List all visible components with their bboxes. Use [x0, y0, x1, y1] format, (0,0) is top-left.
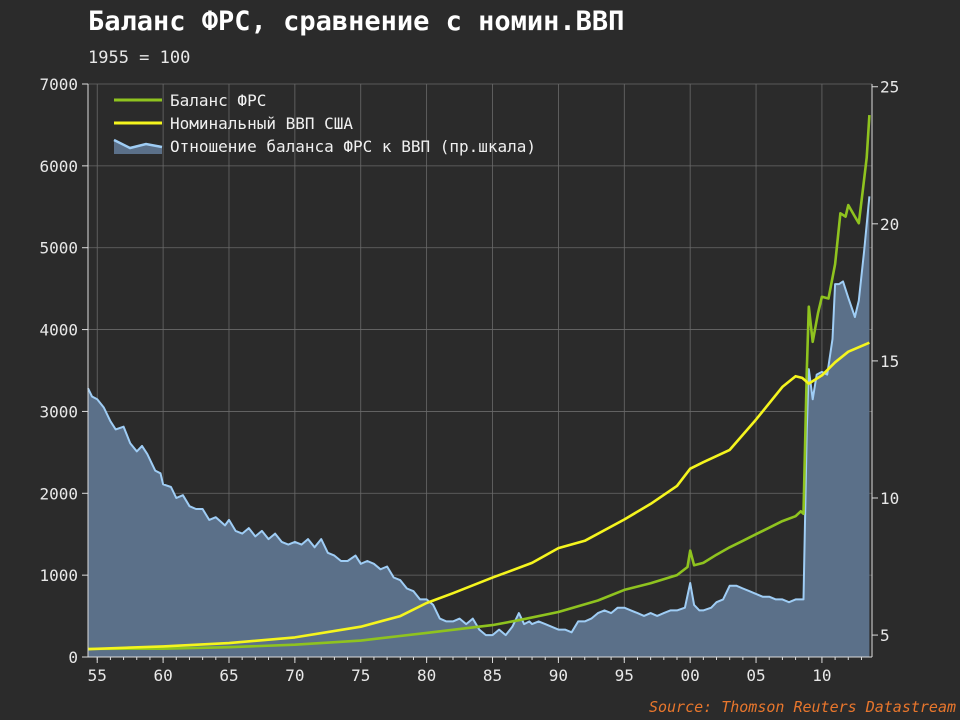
ratio-area-fill	[88, 196, 870, 657]
legend-label: Номинальный ВВП США	[170, 114, 353, 133]
x-tick-label: 80	[417, 666, 436, 685]
x-tick-label: 75	[351, 666, 370, 685]
right-tick-label: 15	[880, 352, 899, 371]
left-tick-label: 7000	[39, 75, 78, 94]
left-tick-label: 6000	[39, 157, 78, 176]
x-tick-label: 60	[153, 666, 172, 685]
x-tick-label: 90	[549, 666, 568, 685]
x-tick-label: 85	[483, 666, 502, 685]
chart-title: Баланс ФРС, сравнение с номин.ВВП	[88, 6, 625, 37]
x-tick-label: 05	[746, 666, 765, 685]
x-tick-label: 65	[219, 666, 238, 685]
legend: Баланс ФРС Номинальный ВВП США Отношение б…	[113, 91, 536, 156]
source-note: Source: Thomson Reuters Datastream	[648, 698, 956, 716]
left-tick-label: 5000	[39, 239, 78, 258]
x-tick-label: 10	[812, 666, 831, 685]
x-tick-label: 00	[681, 666, 700, 685]
series-lines-layer	[87, 115, 871, 651]
left-tick-label: 0	[68, 648, 78, 667]
legend-swatch-line	[113, 138, 163, 150]
axes: 0100020003000400050006000700051015202555…	[39, 75, 899, 685]
legend-label: Отношение баланса ФРС к ВВП (пр.шкала)	[170, 137, 536, 156]
fed-balance-series-line	[88, 115, 871, 651]
ratio-series-line	[87, 196, 871, 637]
ratio-area-layer	[87, 196, 871, 657]
x-tick-label: 95	[615, 666, 634, 685]
right-tick-label: 25	[880, 78, 899, 97]
legend-label: Баланс ФРС	[170, 91, 266, 110]
left-tick-label: 2000	[39, 484, 78, 503]
left-tick-label: 4000	[39, 321, 78, 340]
right-tick-label: 5	[880, 626, 890, 645]
chart-subtitle: 1955 = 100	[88, 48, 191, 68]
left-tick-label: 3000	[39, 402, 78, 421]
x-tick-label: 70	[285, 666, 304, 685]
right-tick-label: 20	[880, 215, 899, 234]
left-tick-label: 1000	[39, 566, 78, 585]
x-tick-label: 55	[88, 666, 107, 685]
right-tick-label: 10	[880, 489, 899, 508]
grid-lines	[88, 83, 872, 657]
gdp-series-line	[87, 341, 870, 651]
